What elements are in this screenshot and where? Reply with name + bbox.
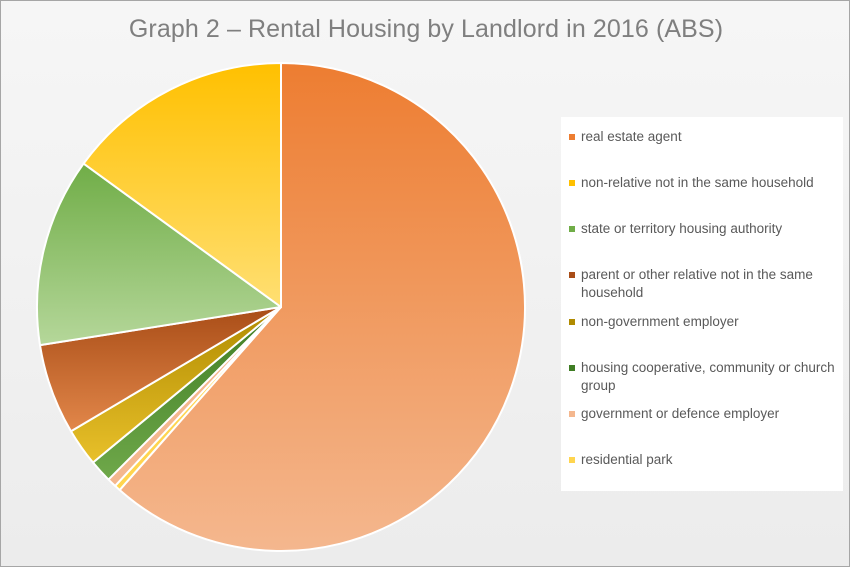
- legend-label: residential park: [581, 452, 673, 467]
- legend-swatch: [569, 134, 575, 140]
- legend-swatch: [569, 457, 575, 463]
- legend-label: housing cooperative, community or church…: [581, 360, 835, 393]
- legend-label: state or territory housing authority: [581, 221, 783, 236]
- legend-item: non-relative not in the same household: [569, 174, 841, 192]
- pie-slice: [35, 162, 282, 347]
- legend-item: government or defence employer: [569, 405, 841, 423]
- legend-swatch: [569, 226, 575, 232]
- legend-swatch: [569, 411, 575, 417]
- legend-item: housing cooperative, community or church…: [569, 359, 841, 395]
- legend-label: non-relative not in the same household: [581, 175, 814, 190]
- legend-swatch: [569, 180, 575, 186]
- legend-item: residential park: [569, 451, 841, 469]
- legend-item: state or territory housing authority: [569, 220, 841, 238]
- legend-label: government or defence employer: [581, 406, 780, 421]
- legend-swatch: [569, 272, 575, 278]
- legend-label: real estate agent: [581, 129, 682, 144]
- pie-slice: [118, 62, 526, 552]
- legend-item: real estate agent: [569, 128, 841, 146]
- legend-label: non-government employer: [581, 314, 739, 329]
- legend-label: parent or other relative not in the same…: [581, 267, 813, 300]
- pie-slice: [82, 62, 282, 308]
- chart-legend: real estate agent non-relative not in the…: [561, 117, 843, 491]
- legend-swatch: [569, 365, 575, 371]
- chart-title: Graph 2 – Rental Housing by Landlord in …: [128, 15, 724, 43]
- legend-item: non-government employer: [569, 313, 841, 331]
- legend-swatch: [569, 319, 575, 325]
- legend-item: parent or other relative not in the same…: [569, 266, 841, 302]
